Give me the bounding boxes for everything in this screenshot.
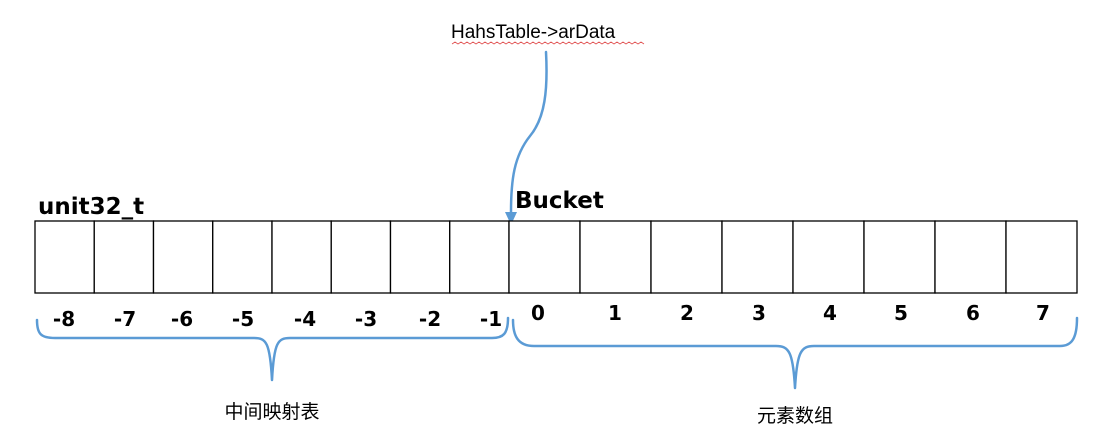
- map-cell: [34, 220, 95, 294]
- index-label: 1: [608, 301, 622, 325]
- pointer-label: HahsTable->arData: [451, 22, 616, 43]
- map-cell: [152, 220, 214, 294]
- left-cell-row: [34, 220, 510, 294]
- index-label: 5: [894, 301, 908, 325]
- bucket-cell: [934, 220, 1007, 294]
- spellcheck-underline: [451, 41, 645, 45]
- bucket-cell: [508, 220, 581, 294]
- index-label: -8: [53, 307, 75, 331]
- right-caption: 元素数组: [757, 405, 833, 427]
- index-label: -1: [480, 307, 502, 331]
- index-label: 0: [531, 301, 545, 325]
- index-label: -5: [232, 307, 254, 331]
- bucket-cell: [1005, 220, 1078, 294]
- index-label: -2: [419, 307, 441, 331]
- bucket-cell: [579, 220, 652, 294]
- right-cell-row: [508, 220, 1078, 294]
- index-label: 3: [752, 301, 766, 325]
- bucket-cell: [863, 220, 936, 294]
- right-block-title: Bucket: [515, 188, 604, 214]
- map-cell: [212, 220, 273, 294]
- right-index-labels: 0 1 2 3 4 5 6 7: [531, 301, 1050, 325]
- bucket-cell: [650, 220, 723, 294]
- left-brace: [35, 316, 510, 382]
- arData-pointer-arrow: [509, 50, 548, 214]
- left-block-title: unit32_t: [38, 194, 144, 220]
- index-label: 2: [680, 301, 694, 325]
- right-brace: [511, 316, 1079, 390]
- map-cell: [389, 220, 451, 294]
- index-label: -3: [355, 307, 377, 331]
- map-cell: [330, 220, 392, 294]
- map-cell: [271, 220, 332, 294]
- left-caption: 中间映射表: [224, 401, 319, 423]
- bucket-cell: [721, 220, 794, 294]
- index-label: 4: [823, 301, 837, 325]
- map-cell: [449, 220, 510, 294]
- index-label: -6: [171, 307, 193, 331]
- left-index-labels: -8 -7 -6 -5 -4 -3 -2 -1: [53, 307, 502, 331]
- bucket-cell: [792, 220, 865, 294]
- index-label: -4: [294, 307, 316, 331]
- map-cell: [93, 220, 155, 294]
- index-label: -7: [114, 307, 136, 331]
- index-label: 7: [1036, 301, 1050, 325]
- arrowhead-icon: [505, 212, 517, 225]
- index-label: 6: [966, 301, 980, 325]
